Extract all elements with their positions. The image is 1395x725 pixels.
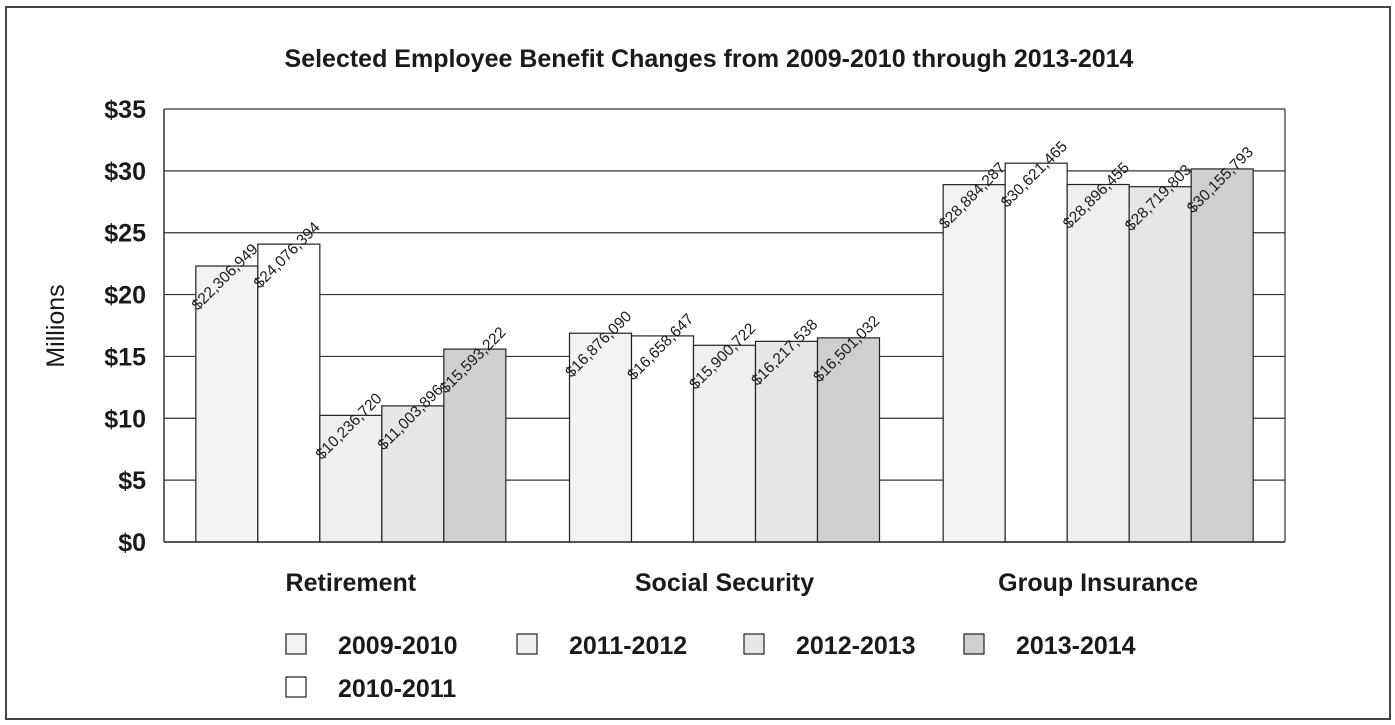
bar (1066, 183, 1130, 543)
legend-label: 2010-2011 (338, 675, 456, 703)
chart-title: Selected Employee Benefit Changes from 2… (285, 45, 1134, 73)
bar (1004, 162, 1068, 543)
bar (1190, 168, 1254, 543)
bar (381, 405, 445, 543)
legend: 2009-2010 2010-2011 2011-2012 2012-2013 2013… (285, 632, 1136, 703)
legend-swatch (516, 633, 538, 655)
bar (630, 335, 695, 543)
y-axis-label: Millions (42, 284, 70, 367)
legend-swatch (963, 633, 985, 655)
y-tick-label: $30 (104, 158, 146, 186)
legend-label: 2012-2013 (796, 632, 916, 660)
y-tick-label: $0 (118, 529, 146, 557)
x-axis-ticks: Retirement Social Security Group Insurance (286, 569, 1199, 597)
bars (195, 162, 1254, 543)
bar (692, 344, 757, 543)
bar (1128, 186, 1192, 543)
bar (257, 243, 321, 543)
y-tick-label: $25 (104, 220, 146, 248)
legend-label: 2009-2010 (338, 632, 458, 660)
x-tick-label: Group Insurance (998, 569, 1198, 597)
bar (568, 332, 633, 543)
y-tick-label: $5 (118, 467, 146, 495)
y-tick-label: $15 (104, 343, 146, 371)
y-tick-label: $35 (104, 96, 146, 124)
legend-label: 2011-2012 (569, 632, 687, 660)
bar (443, 348, 507, 543)
legend-label: 2013-2014 (1016, 632, 1136, 660)
bar (754, 340, 819, 543)
y-tick-label: $20 (104, 282, 146, 310)
x-tick-label: Retirement (286, 569, 417, 597)
y-tick-label: $10 (104, 405, 146, 433)
x-tick-label: Social Security (635, 569, 814, 597)
bar (816, 337, 881, 543)
bar (942, 184, 1006, 543)
legend-swatch (285, 633, 307, 655)
legend-swatch (285, 676, 307, 698)
y-axis-ticks: $0 $5 $10 $15 $20 $25 $30 $35 (104, 96, 146, 557)
legend-swatch (743, 633, 765, 655)
